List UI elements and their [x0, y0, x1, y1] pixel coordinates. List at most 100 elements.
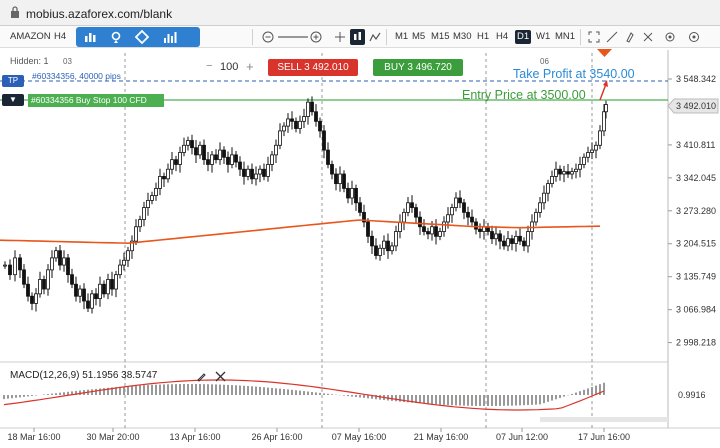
- indicators-icon[interactable]: [108, 29, 124, 45]
- bull-candle: [538, 202, 542, 213]
- bear-candle: [42, 279, 46, 290]
- time-tick-label: 21 May 16:00: [414, 432, 469, 442]
- remove-indicator-icon[interactable]: [215, 371, 226, 382]
- bull-candle: [166, 168, 170, 180]
- bear-candle: [110, 279, 114, 290]
- tf-m1[interactable]: M1: [395, 31, 409, 42]
- bear-candle: [190, 140, 194, 149]
- bull-candle: [554, 168, 558, 177]
- bear-candle: [86, 300, 90, 309]
- bull-candle: [150, 195, 154, 201]
- bear-candle: [510, 238, 514, 244]
- time-tick-label: 07 May 16:00: [332, 432, 387, 442]
- delete-objects-icon[interactable]: [642, 31, 654, 43]
- bull-candle: [402, 211, 406, 223]
- bear-candle: [334, 173, 338, 185]
- bear-candle: [410, 202, 414, 208]
- bull-candle: [106, 279, 110, 295]
- drawing-tools-group: [76, 27, 200, 47]
- target-icon[interactable]: [688, 31, 700, 43]
- bear-candle: [102, 283, 106, 295]
- bear-candle: [262, 168, 266, 177]
- bear-candle: [330, 164, 334, 175]
- bull-candle: [438, 231, 442, 237]
- candles-mode-icon[interactable]: [350, 29, 365, 45]
- pending-order-label[interactable]: #60334356 Buy Stop 100 CFD: [28, 94, 164, 107]
- tf-m15[interactable]: M15: [431, 31, 450, 42]
- bear-candle: [74, 283, 78, 297]
- bear-candle: [498, 233, 502, 242]
- tf-mn1[interactable]: MN1: [555, 31, 576, 42]
- crosshair-icon[interactable]: [334, 31, 346, 43]
- bear-candle: [418, 216, 422, 228]
- time-axis: 18 Mar 16:00 30 Mar 20:00 13 Apr 16:00 26 A…: [7, 428, 630, 442]
- bull-candle: [430, 226, 434, 235]
- settings-icon[interactable]: [664, 31, 676, 43]
- price-tick-label: 3 548.342: [676, 74, 716, 84]
- bear-candle: [478, 228, 482, 232]
- templates-icon[interactable]: [162, 29, 178, 45]
- url-text[interactable]: mobius.azaforex.com/blank: [26, 7, 173, 21]
- timeframe-selector[interactable]: H4: [54, 31, 67, 42]
- zoom-in-icon[interactable]: [310, 31, 322, 43]
- bear-candle: [358, 202, 362, 213]
- bear-candle: [194, 147, 198, 156]
- time-tick-label: 30 Mar 20:00: [86, 432, 139, 442]
- objects-icon[interactable]: [134, 29, 150, 45]
- buy-button[interactable]: BUY 3 496.720: [373, 59, 463, 76]
- bull-candle: [270, 154, 274, 165]
- bull-candle: [98, 283, 102, 300]
- zoom-slider[interactable]: [278, 36, 308, 38]
- symbol-selector[interactable]: AMAZON: [10, 31, 51, 42]
- draw-line-icon[interactable]: [606, 31, 618, 43]
- tf-h4[interactable]: H4: [496, 31, 509, 42]
- bull-candle: [142, 207, 146, 220]
- volume-decrease-button[interactable]: −: [206, 60, 213, 72]
- bull-candle: [34, 293, 38, 304]
- price-tick-label: 3 135.749: [676, 272, 716, 282]
- bear-candle: [174, 159, 178, 165]
- tf-w1[interactable]: W1: [536, 31, 551, 42]
- zoom-out-icon[interactable]: [262, 31, 274, 43]
- bear-candle: [502, 240, 506, 247]
- bull-candle: [398, 221, 402, 232]
- macd-axis-label: 0.9916: [678, 390, 706, 400]
- tf-m5[interactable]: M5: [412, 31, 426, 42]
- bear-candle: [326, 149, 330, 165]
- bear-candle: [310, 101, 314, 113]
- tf-m30[interactable]: M30: [453, 31, 472, 42]
- tp-tag[interactable]: TP: [2, 75, 24, 87]
- tf-d1-active[interactable]: D1: [515, 30, 532, 44]
- tf-h1[interactable]: H1: [477, 31, 490, 42]
- bear-candle: [558, 168, 562, 175]
- hidden-orders-label[interactable]: Hidden: 1: [10, 56, 49, 66]
- bull-candle: [62, 257, 66, 266]
- bull-candle: [514, 235, 518, 244]
- line-mode-icon[interactable]: [369, 31, 381, 43]
- volume-increase-button[interactable]: +: [246, 59, 254, 74]
- bull-candle: [182, 144, 186, 153]
- sell-button[interactable]: SELL 3 492.010: [268, 59, 358, 76]
- bull-candle: [590, 149, 594, 153]
- bull-candle: [13, 257, 17, 276]
- text-tool-icon[interactable]: [624, 31, 636, 43]
- bear-candle: [322, 130, 326, 151]
- bear-candle: [354, 188, 358, 204]
- bull-candle: [114, 274, 118, 290]
- bear-candle: [238, 161, 242, 170]
- bear-candle: [8, 264, 12, 276]
- price-chart[interactable]: 03 06 3 548.342 3 492.010 3 410.811 3 342.04…: [0, 49, 720, 448]
- bull-candle: [298, 120, 302, 129]
- price-tick-label: 3 066.984: [676, 305, 716, 315]
- volume-value[interactable]: 100: [220, 61, 239, 73]
- fullscreen-icon[interactable]: [588, 31, 600, 43]
- pending-order-tag[interactable]: ▼: [2, 94, 24, 106]
- bear-candle: [290, 118, 294, 122]
- macd-label-text: MACD(12,26,9) 51.1956 38.5747: [10, 370, 158, 381]
- bull-candle: [186, 140, 190, 146]
- bear-candle: [422, 226, 426, 232]
- bull-candle: [562, 171, 566, 175]
- edit-indicator-icon[interactable]: [196, 371, 207, 382]
- chart-type-icon[interactable]: [82, 29, 98, 45]
- volume-stepper[interactable]: − 100 +: [204, 59, 258, 76]
